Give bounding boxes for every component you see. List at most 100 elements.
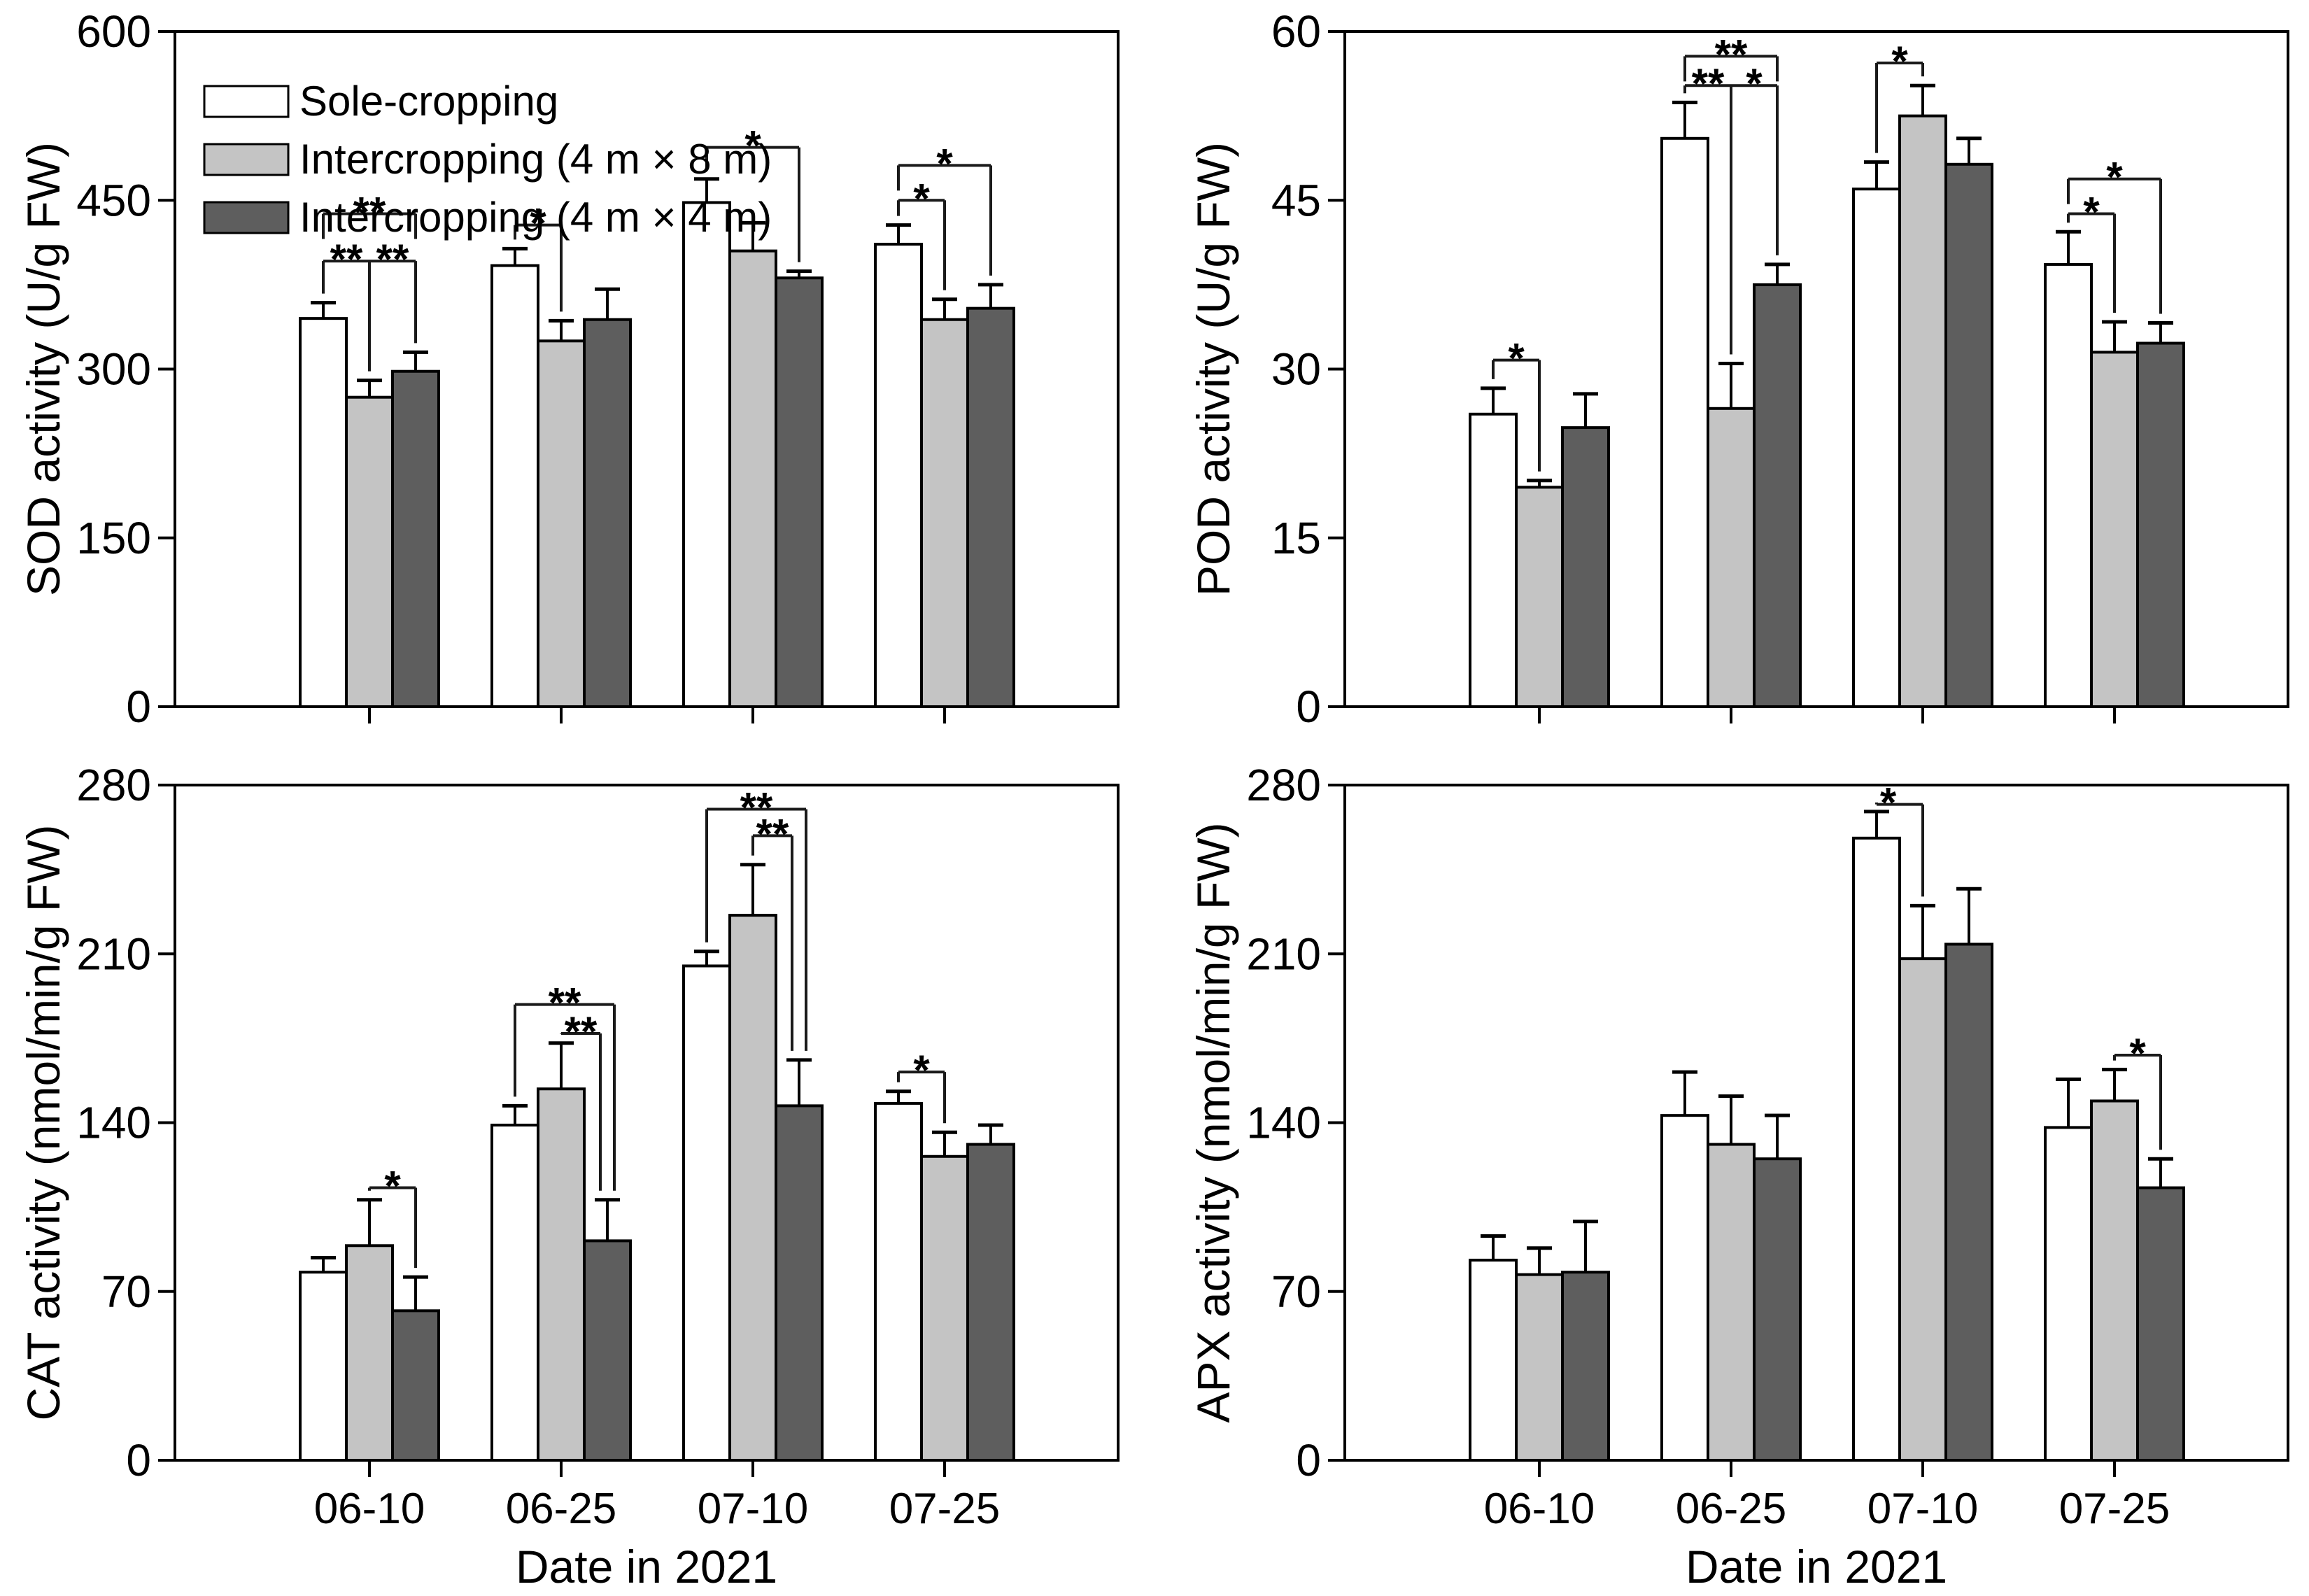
- legend-swatch-1: [203, 85, 290, 118]
- bar-cat-07-10-series1: [682, 964, 731, 1462]
- significance-label: *: [936, 140, 953, 187]
- significance-label: **: [549, 980, 581, 1026]
- bar-sod-07-10-series3: [775, 276, 824, 709]
- bar-pod-07-10-series2: [1898, 114, 1947, 708]
- y-tick-label: 70: [101, 1266, 151, 1317]
- legend-label-3: Intercropping (4 m × 4 m): [299, 194, 772, 241]
- bar-sod-06-25-series2: [537, 339, 586, 708]
- panel-apx: 0 70 140 210 280 06-10 06-25 07-10 07-25 * * APX ac…: [1187, 760, 2289, 1593]
- bar-pod-06-25-series1: [1660, 136, 1709, 708]
- bar-apx-07-10-series1: [1852, 836, 1901, 1462]
- x-tick-label: 06-10: [314, 1485, 425, 1533]
- x-tick-label: 07-10: [698, 1485, 809, 1533]
- y-tick-label: 210: [76, 928, 151, 979]
- bar-apx-07-10-series3: [1944, 942, 1993, 1462]
- significance-label: *: [1891, 38, 1908, 85]
- y-tick-label: 60: [1271, 6, 1321, 57]
- y-tick-label: 210: [1246, 928, 1321, 979]
- bar-apx-06-25-series2: [1707, 1143, 1756, 1462]
- bar-cat-06-10-series1: [299, 1271, 348, 1462]
- bar-apx-06-25-series3: [1753, 1157, 1802, 1462]
- bar-pod-07-10-series3: [1944, 162, 1993, 709]
- bar-cat-06-25-series1: [490, 1123, 539, 1462]
- bar-sod-07-10-series2: [728, 249, 777, 708]
- x-tick-label: 06-10: [1484, 1485, 1595, 1533]
- bar-sod-07-25-series1: [874, 242, 923, 709]
- y-axis-title-cat: CAT activity (nmol/min/g FW): [17, 825, 69, 1421]
- y-tick-label: 0: [126, 1435, 151, 1485]
- bar-cat-06-25-series2: [537, 1087, 586, 1462]
- bar-apx-06-10-series3: [1561, 1271, 1610, 1462]
- bar-apx-06-10-series2: [1515, 1273, 1564, 1462]
- y-tick-label: 280: [1246, 760, 1321, 810]
- bar-apx-07-10-series2: [1898, 957, 1947, 1462]
- bar-pod-07-25-series2: [2090, 351, 2139, 708]
- bar-apx-06-10-series1: [1469, 1258, 1518, 1462]
- significance-label: *: [384, 1163, 401, 1210]
- y-tick-label: 140: [76, 1098, 151, 1148]
- significance-label: **: [376, 236, 409, 283]
- x-tick-label: 07-25: [889, 1485, 1001, 1533]
- bar-pod-06-25-series2: [1707, 407, 1756, 709]
- x-tick-label: 07-10: [1867, 1485, 1979, 1533]
- significance-label: *: [913, 1047, 930, 1094]
- bar-sod-06-10-series1: [299, 317, 348, 708]
- bar-apx-07-25-series3: [2136, 1186, 2185, 1462]
- y-axis-title-sod: SOD activity (U/g FW): [17, 142, 69, 596]
- y-tick-label: 30: [1271, 344, 1321, 395]
- significance-label: **: [740, 784, 773, 831]
- significance-label: *: [1746, 60, 1763, 107]
- bar-pod-06-10-series3: [1561, 426, 1610, 709]
- bar-cat-07-10-series2: [728, 914, 777, 1462]
- significance-label: *: [530, 200, 546, 247]
- y-tick-label: 600: [76, 6, 151, 57]
- bar-cat-07-25-series2: [920, 1154, 969, 1462]
- bar-sod-06-10-series3: [391, 369, 440, 708]
- significance-label: **: [756, 810, 789, 857]
- legend-swatch-2: [203, 143, 290, 176]
- legend-label-2: Intercropping (4 m × 8 m): [299, 136, 772, 183]
- y-tick-label: 0: [126, 682, 151, 732]
- bar-sod-06-25-series3: [583, 318, 632, 708]
- y-tick-label: 70: [1271, 1266, 1321, 1317]
- bar-pod-07-25-series1: [2044, 262, 2093, 708]
- bar-sod-07-25-series3: [966, 306, 1015, 708]
- bar-sod-06-25-series1: [490, 264, 539, 708]
- bar-cat-07-25-series1: [874, 1101, 923, 1462]
- significance-label: **: [330, 236, 363, 283]
- y-tick-label: 15: [1271, 513, 1321, 563]
- bar-cat-06-10-series3: [391, 1309, 440, 1462]
- legend: Sole-cropping Intercropping (4 m × 8 m) In…: [203, 78, 772, 241]
- bar-apx-06-25-series1: [1660, 1114, 1709, 1462]
- y-tick-label: 0: [1296, 682, 1321, 732]
- bar-cat-06-10-series2: [345, 1244, 394, 1462]
- bar-apx-07-25-series1: [2044, 1126, 2093, 1462]
- significance-label: **: [1692, 60, 1725, 107]
- bar-apx-07-25-series2: [2090, 1099, 2139, 1462]
- bar-pod-07-25-series3: [2136, 341, 2185, 708]
- y-tick-label: 0: [1296, 1435, 1321, 1485]
- bar-pod-06-10-series2: [1515, 486, 1564, 708]
- significance-label: *: [2083, 189, 2100, 236]
- y-tick-label: 300: [76, 344, 151, 395]
- x-tick-label: 07-25: [2059, 1485, 2170, 1533]
- significance-label: **: [1715, 31, 1748, 78]
- bar-pod-07-10-series1: [1852, 188, 1901, 708]
- bar-cat-07-25-series3: [966, 1143, 1015, 1462]
- y-tick-label: 45: [1271, 175, 1321, 225]
- y-tick-label: 150: [76, 513, 151, 563]
- significance-label: **: [353, 189, 386, 236]
- y-tick-label: 280: [76, 760, 151, 810]
- significance-label: *: [2129, 1030, 2146, 1077]
- significance-label: *: [913, 175, 930, 222]
- bar-pod-06-10-series1: [1469, 412, 1518, 708]
- bar-sod-06-10-series2: [345, 395, 394, 708]
- bar-sod-07-10-series1: [682, 201, 731, 708]
- significance-label: *: [1508, 335, 1525, 382]
- y-axis-title-pod: POD activity (U/g FW): [1187, 142, 1239, 596]
- x-axis-title: Date in 2021: [1686, 1541, 1947, 1593]
- legend-swatch-3: [203, 201, 290, 234]
